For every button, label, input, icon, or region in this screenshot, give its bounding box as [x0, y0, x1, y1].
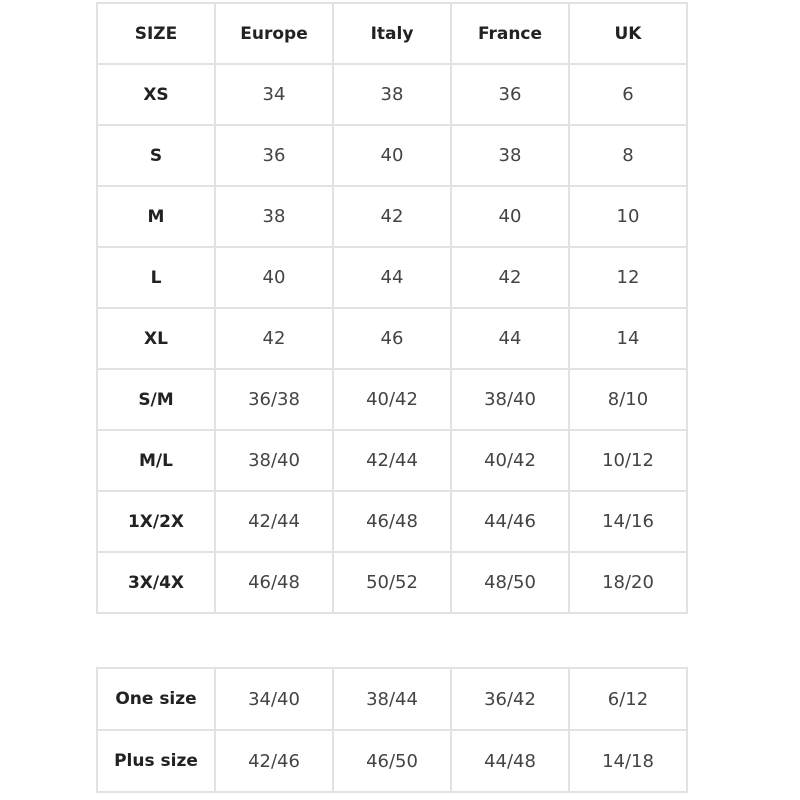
size-label-cell: L	[96, 246, 216, 309]
size-value-cell: 38	[332, 63, 452, 126]
size-label-cell: 1X/2X	[96, 490, 216, 553]
size-value-cell: 18/20	[568, 551, 688, 614]
size-label-cell: 3X/4X	[96, 551, 216, 614]
table-row: Plus size 42/46 46/50 44/48 14/18	[96, 729, 688, 793]
table-row: L 40 44 42 12	[96, 246, 688, 309]
size-value-cell: 50/52	[332, 551, 452, 614]
size-value-cell: 38	[214, 185, 334, 248]
size-value-cell: 42	[332, 185, 452, 248]
table-row: S/M 36/38 40/42 38/40 8/10	[96, 368, 688, 431]
size-value-cell: 38/40	[214, 429, 334, 492]
size-label-cell: M/L	[96, 429, 216, 492]
size-value-cell: 34	[214, 63, 334, 126]
size-value-cell: 36	[450, 63, 570, 126]
size-label-cell: One size	[96, 667, 216, 731]
size-label-cell: S/M	[96, 368, 216, 431]
table-row: 3X/4X 46/48 50/52 48/50 18/20	[96, 551, 688, 614]
column-header: France	[450, 2, 570, 65]
size-label-cell: XL	[96, 307, 216, 370]
column-header: SIZE	[96, 2, 216, 65]
header-row: SIZE Europe Italy France UK	[96, 2, 688, 65]
size-label-cell: XS	[96, 63, 216, 126]
size-value-cell: 44/46	[450, 490, 570, 553]
size-value-cell: 38/40	[450, 368, 570, 431]
column-header: UK	[568, 2, 688, 65]
size-value-cell: 40	[450, 185, 570, 248]
size-value-cell: 10	[568, 185, 688, 248]
size-value-cell: 8	[568, 124, 688, 187]
size-value-cell: 42	[214, 307, 334, 370]
size-value-cell: 36/38	[214, 368, 334, 431]
size-value-cell: 14/18	[568, 729, 688, 793]
size-value-cell: 12	[568, 246, 688, 309]
size-value-cell: 6	[568, 63, 688, 126]
size-value-cell: 38	[450, 124, 570, 187]
size-value-cell: 44/48	[450, 729, 570, 793]
table-row: M/L 38/40 42/44 40/42 10/12	[96, 429, 688, 492]
size-value-cell: 46/50	[332, 729, 452, 793]
column-header: Europe	[214, 2, 334, 65]
size-value-cell: 46/48	[214, 551, 334, 614]
size-value-cell: 44	[450, 307, 570, 370]
size-value-cell: 42	[450, 246, 570, 309]
column-header: Italy	[332, 2, 452, 65]
size-value-cell: 38/44	[332, 667, 452, 731]
size-conversion-table: SIZE Europe Italy France UK XS 34 38 36 6 S 36 40 38 8…	[96, 2, 688, 614]
size-value-cell: 34/40	[214, 667, 334, 731]
size-value-cell: 36	[214, 124, 334, 187]
size-value-cell: 42/46	[214, 729, 334, 793]
size-value-cell: 46/48	[332, 490, 452, 553]
size-value-cell: 10/12	[568, 429, 688, 492]
size-value-cell: 42/44	[214, 490, 334, 553]
table-row: XS 34 38 36 6	[96, 63, 688, 126]
size-value-cell: 40/42	[332, 368, 452, 431]
table-row: One size 34/40 38/44 36/42 6/12	[96, 667, 688, 731]
size-value-cell: 48/50	[450, 551, 570, 614]
size-label-cell: Plus size	[96, 729, 216, 793]
size-value-cell: 40/42	[450, 429, 570, 492]
size-value-cell: 36/42	[450, 667, 570, 731]
size-value-cell: 46	[332, 307, 452, 370]
size-value-cell: 44	[332, 246, 452, 309]
special-size-table: One size 34/40 38/44 36/42 6/12 Plus size 42/4…	[96, 667, 688, 793]
size-label-cell: M	[96, 185, 216, 248]
table-row: S 36 40 38 8	[96, 124, 688, 187]
size-value-cell: 40	[332, 124, 452, 187]
table-row: XL 42 46 44 14	[96, 307, 688, 370]
size-value-cell: 8/10	[568, 368, 688, 431]
size-value-cell: 6/12	[568, 667, 688, 731]
size-value-cell: 14/16	[568, 490, 688, 553]
size-value-cell: 42/44	[332, 429, 452, 492]
size-value-cell: 40	[214, 246, 334, 309]
size-label-cell: S	[96, 124, 216, 187]
table-row: 1X/2X 42/44 46/48 44/46 14/16	[96, 490, 688, 553]
table-row: M 38 42 40 10	[96, 185, 688, 248]
size-value-cell: 14	[568, 307, 688, 370]
